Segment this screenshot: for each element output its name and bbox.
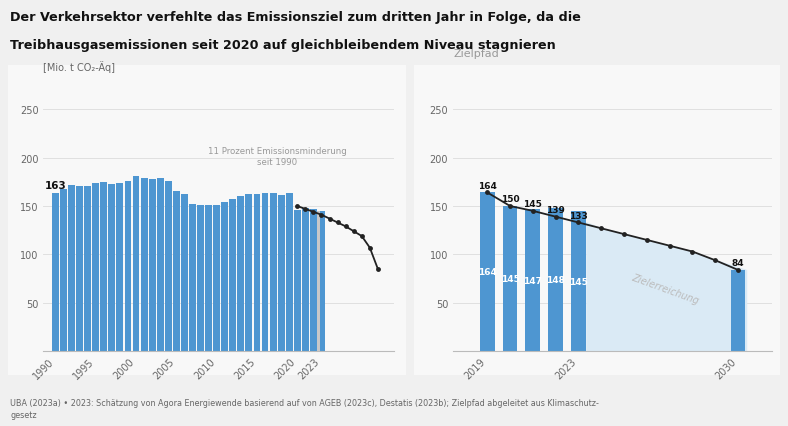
Bar xyxy=(173,192,180,351)
Bar xyxy=(197,206,204,351)
Bar xyxy=(157,178,164,351)
Text: 164: 164 xyxy=(478,268,496,277)
Bar xyxy=(165,181,172,351)
Bar xyxy=(480,193,495,351)
Text: 147: 147 xyxy=(523,276,542,285)
Bar xyxy=(730,271,745,351)
Text: UBA (2023a) • 2023: Schätzung von Agora Energiewende basierend auf von AGEB (202: UBA (2023a) • 2023: Schätzung von Agora … xyxy=(10,398,599,419)
Text: [Mio. t CO₂-Äq]: [Mio. t CO₂-Äq] xyxy=(43,61,115,73)
Bar xyxy=(229,200,236,351)
Bar xyxy=(60,189,67,351)
Bar xyxy=(132,177,139,351)
Bar xyxy=(318,211,325,351)
Bar xyxy=(262,194,269,351)
Bar xyxy=(109,184,115,351)
Bar xyxy=(277,196,284,351)
Bar xyxy=(149,179,155,351)
Text: 145: 145 xyxy=(500,274,519,283)
Bar xyxy=(294,210,301,351)
Bar xyxy=(92,183,99,351)
Text: 150: 150 xyxy=(501,195,519,204)
Bar xyxy=(68,185,75,351)
Text: Der Verkehrsektor verfehlte das Emissionsziel zum dritten Jahr in Folge, da die: Der Verkehrsektor verfehlte das Emission… xyxy=(10,11,581,23)
Bar xyxy=(548,208,563,351)
Bar xyxy=(254,195,260,351)
Bar xyxy=(52,194,59,351)
Text: Zielerreichung: Zielerreichung xyxy=(630,272,700,305)
Text: 145: 145 xyxy=(569,277,588,286)
Bar xyxy=(269,194,277,351)
Bar xyxy=(205,206,212,351)
Bar xyxy=(246,195,252,351)
Text: Zielpfad: Zielpfad xyxy=(453,49,499,59)
Bar xyxy=(189,204,196,351)
Bar xyxy=(310,210,317,351)
Bar xyxy=(318,211,320,351)
Bar xyxy=(571,211,586,351)
Bar xyxy=(181,195,188,351)
Text: 139: 139 xyxy=(546,205,565,214)
Bar xyxy=(302,208,309,351)
Bar xyxy=(214,206,220,351)
Text: 148: 148 xyxy=(546,276,565,285)
Bar xyxy=(237,197,244,351)
Bar xyxy=(526,210,541,351)
Bar xyxy=(125,181,132,351)
Text: 11 Prozent Emissionsminderung
seit 1990: 11 Prozent Emissionsminderung seit 1990 xyxy=(208,147,347,167)
Bar xyxy=(141,178,147,351)
Text: 163: 163 xyxy=(45,180,66,190)
Bar xyxy=(503,207,518,351)
Bar xyxy=(84,186,91,351)
Text: 84: 84 xyxy=(732,259,745,268)
Bar xyxy=(100,182,107,351)
Text: Treibhausgasemissionen seit 2020 auf gleichbleibendem Niveau stagnieren: Treibhausgasemissionen seit 2020 auf gle… xyxy=(10,39,556,52)
Bar xyxy=(221,203,229,351)
Bar xyxy=(117,183,124,351)
Text: 145: 145 xyxy=(523,199,542,208)
Bar xyxy=(76,186,83,351)
Text: 164: 164 xyxy=(478,181,496,190)
Text: 133: 133 xyxy=(569,211,588,220)
Bar xyxy=(286,194,292,351)
